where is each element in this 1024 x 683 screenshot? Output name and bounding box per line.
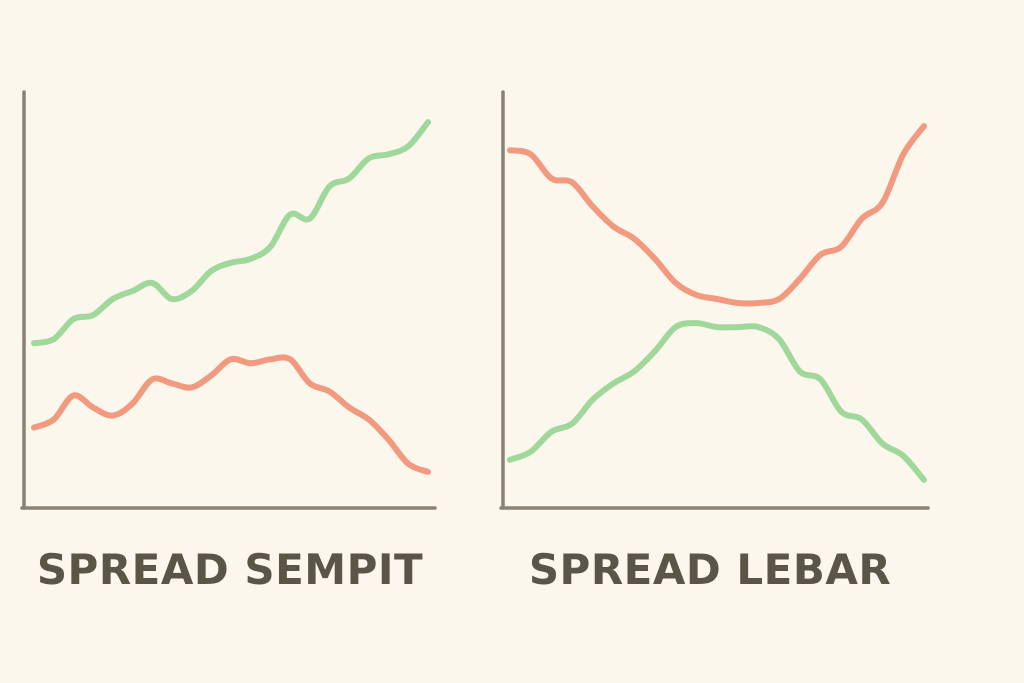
data-point-green-18: [880, 441, 885, 446]
chart-title-spread-lebar: SPREAD LEBAR: [528, 545, 892, 594]
data-point-green-0: [32, 341, 37, 346]
data-point-red-11: [248, 361, 253, 366]
data-point-red-20: [426, 469, 431, 474]
data-point-red-19: [406, 461, 411, 466]
series-layer: [31, 119, 431, 475]
data-point-green-8: [189, 289, 194, 294]
chart-spread-sempit: [20, 90, 437, 510]
data-point-red-2: [71, 393, 76, 398]
data-point-red-7: [652, 256, 657, 261]
data-point-red-19: [901, 152, 906, 157]
data-point-red-1: [528, 152, 533, 157]
data-point-green-20: [922, 477, 927, 482]
chart-spread-lebar: [499, 90, 930, 510]
series-line-green: [507, 320, 927, 483]
data-point-red-18: [386, 437, 391, 442]
data-point-green-10: [715, 325, 720, 330]
data-point-green-19: [406, 144, 411, 149]
data-point-green-13: [288, 212, 293, 217]
data-point-green-1: [51, 337, 56, 342]
data-point-red-8: [673, 280, 678, 285]
data-point-green-4: [590, 397, 595, 402]
data-point-green-11: [735, 325, 740, 330]
data-point-red-5: [130, 401, 135, 406]
data-point-red-4: [110, 413, 115, 418]
data-point-red-3: [570, 180, 575, 185]
data-point-red-16: [839, 244, 844, 249]
data-point-red-5: [611, 224, 616, 229]
data-point-green-4: [110, 297, 115, 302]
data-point-green-2: [549, 429, 554, 434]
data-point-green-5: [130, 289, 135, 294]
data-point-red-1: [51, 417, 56, 422]
data-point-green-9: [694, 321, 699, 326]
data-point-green-15: [327, 184, 332, 189]
data-point-green-12: [268, 244, 273, 249]
data-point-green-0: [508, 457, 513, 462]
data-point-red-17: [859, 216, 864, 221]
data-point-red-12: [268, 357, 273, 362]
data-point-green-2: [71, 317, 76, 322]
data-point-green-1: [528, 449, 533, 454]
data-point-green-3: [91, 313, 96, 318]
series-line-red: [31, 354, 431, 475]
data-point-red-8: [189, 385, 194, 390]
series-line-red: [507, 123, 927, 307]
series-line-green: [31, 119, 431, 347]
data-point-red-7: [169, 381, 174, 386]
data-point-green-16: [347, 176, 352, 181]
data-point-red-9: [209, 373, 214, 378]
data-point-green-14: [307, 216, 312, 221]
data-point-red-10: [715, 297, 720, 302]
data-point-red-3: [91, 405, 96, 410]
data-point-green-17: [859, 417, 864, 422]
data-point-green-18: [386, 152, 391, 157]
data-point-green-17: [366, 156, 371, 161]
data-point-green-12: [756, 325, 761, 330]
data-point-green-3: [570, 421, 575, 426]
data-point-red-9: [694, 293, 699, 298]
data-point-red-13: [777, 297, 782, 302]
data-point-green-19: [901, 453, 906, 458]
data-point-red-13: [288, 357, 293, 362]
data-point-red-14: [797, 276, 802, 281]
data-point-red-11: [735, 301, 740, 306]
data-point-red-15: [818, 252, 823, 257]
data-point-red-0: [32, 425, 37, 430]
data-point-green-5: [611, 381, 616, 386]
data-point-red-16: [347, 405, 352, 410]
data-point-green-7: [652, 349, 657, 354]
chart-title-spread-sempit: SPREAD SEMPIT: [36, 545, 424, 594]
data-point-red-2: [549, 176, 554, 181]
data-point-red-6: [150, 377, 155, 382]
data-point-red-18: [880, 200, 885, 205]
data-point-green-14: [797, 369, 802, 374]
data-point-red-6: [632, 236, 637, 241]
data-point-green-8: [673, 325, 678, 330]
data-point-green-16: [839, 409, 844, 414]
data-point-red-10: [229, 357, 234, 362]
data-point-green-6: [150, 280, 155, 285]
data-point-green-9: [209, 268, 214, 273]
data-point-green-11: [248, 256, 253, 261]
data-point-green-10: [229, 260, 234, 265]
data-point-green-13: [777, 337, 782, 342]
data-point-red-17: [366, 417, 371, 422]
data-point-red-12: [756, 301, 761, 306]
data-point-red-20: [922, 124, 927, 129]
data-point-red-15: [327, 389, 332, 394]
series-layer: [507, 123, 927, 483]
data-point-red-4: [590, 204, 595, 209]
data-point-green-15: [818, 377, 823, 382]
data-point-red-14: [307, 381, 312, 386]
data-point-red-0: [508, 148, 513, 153]
data-point-green-7: [169, 297, 174, 302]
data-point-green-6: [632, 369, 637, 374]
data-point-green-20: [426, 120, 431, 125]
